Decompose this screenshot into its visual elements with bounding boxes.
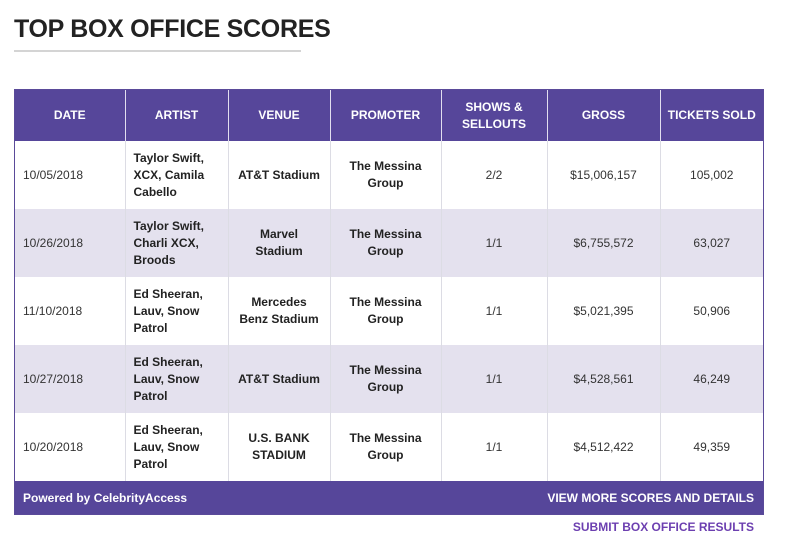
table-row: 10/05/2018 Taylor Swift, XCX, Camila Cab… bbox=[15, 141, 763, 209]
column-header-shows: SHOWS & SELLOUTS bbox=[441, 90, 548, 141]
cell-shows: 2/2 bbox=[441, 141, 548, 209]
cell-artist: Ed Sheeran, Lauv, Snow Patrol bbox=[125, 413, 229, 481]
cell-gross: $4,512,422 bbox=[547, 413, 661, 481]
page-title: TOP BOX OFFICE SCORES bbox=[14, 15, 331, 43]
table-header-row: DATE ARTIST VENUE PROMOTER SHOWS & SELLO… bbox=[15, 90, 763, 141]
section-header: TOP BOX OFFICE SCORES bbox=[14, 12, 331, 52]
cell-tickets: 46,249 bbox=[660, 345, 763, 413]
table-row: 10/20/2018 Ed Sheeran, Lauv, Snow Patrol… bbox=[15, 413, 763, 481]
column-header-promoter: PROMOTER bbox=[330, 90, 442, 141]
cell-artist: Ed Sheeran, Lauv, Snow Patrol bbox=[125, 345, 229, 413]
cell-venue: AT&T Stadium bbox=[228, 345, 331, 413]
cell-date: 10/20/2018 bbox=[15, 413, 126, 481]
column-header-artist: ARTIST bbox=[125, 90, 229, 141]
cell-gross: $6,755,572 bbox=[547, 209, 661, 277]
cell-artist: Ed Sheeran, Lauv, Snow Patrol bbox=[125, 277, 229, 345]
cell-promoter: The Messina Group bbox=[330, 209, 442, 277]
cell-venue: Mercedes Benz Stadium bbox=[228, 277, 331, 345]
cell-promoter: The Messina Group bbox=[330, 345, 442, 413]
cell-artist: Taylor Swift, Charli XCX, Broods bbox=[125, 209, 229, 277]
cell-shows: 1/1 bbox=[441, 413, 548, 481]
cell-venue: Marvel Stadium bbox=[228, 209, 331, 277]
view-more-scores-link[interactable]: VIEW MORE SCORES AND DETAILS bbox=[547, 490, 754, 505]
cell-promoter: The Messina Group bbox=[330, 141, 442, 209]
table-row: 10/26/2018 Taylor Swift, Charli XCX, Bro… bbox=[15, 209, 763, 277]
cell-date: 10/27/2018 bbox=[15, 345, 126, 413]
cell-gross: $5,021,395 bbox=[547, 277, 661, 345]
column-header-tickets: TICKETS SOLD bbox=[660, 90, 763, 141]
cell-promoter: The Messina Group bbox=[330, 413, 442, 481]
scores-table: DATE ARTIST VENUE PROMOTER SHOWS & SELLO… bbox=[15, 90, 763, 481]
cell-venue: AT&T Stadium bbox=[228, 141, 331, 209]
title-underline bbox=[14, 50, 301, 52]
cell-gross: $15,006,157 bbox=[547, 141, 661, 209]
cell-gross: $4,528,561 bbox=[547, 345, 661, 413]
cell-shows: 1/1 bbox=[441, 209, 548, 277]
powered-by-link[interactable]: Powered by CelebrityAccess bbox=[23, 490, 188, 505]
table-row: 11/10/2018 Ed Sheeran, Lauv, Snow Patrol… bbox=[15, 277, 763, 345]
cell-promoter: The Messina Group bbox=[330, 277, 442, 345]
column-header-date: DATE bbox=[15, 90, 126, 141]
cell-date: 10/26/2018 bbox=[15, 209, 126, 277]
widget-footer: Powered by CelebrityAccess VIEW MORE SCO… bbox=[15, 481, 763, 514]
cell-tickets: 105,002 bbox=[660, 141, 763, 209]
column-header-venue: VENUE bbox=[228, 90, 331, 141]
cell-tickets: 50,906 bbox=[660, 277, 763, 345]
cell-artist: Taylor Swift, XCX, Camila Cabello bbox=[125, 141, 229, 209]
cell-tickets: 63,027 bbox=[660, 209, 763, 277]
cell-date: 10/05/2018 bbox=[15, 141, 126, 209]
column-header-gross: GROSS bbox=[547, 90, 661, 141]
cell-date: 11/10/2018 bbox=[15, 277, 126, 345]
cell-shows: 1/1 bbox=[441, 345, 548, 413]
box-office-widget: DATE ARTIST VENUE PROMOTER SHOWS & SELLO… bbox=[14, 89, 764, 515]
cell-venue: U.S. BANK STADIUM bbox=[228, 413, 331, 481]
submit-box-office-results-link[interactable]: SUBMIT BOX OFFICE RESULTS bbox=[572, 520, 754, 533]
cell-tickets: 49,359 bbox=[660, 413, 763, 481]
table-row: 10/27/2018 Ed Sheeran, Lauv, Snow Patrol… bbox=[15, 345, 763, 413]
cell-shows: 1/1 bbox=[441, 277, 548, 345]
